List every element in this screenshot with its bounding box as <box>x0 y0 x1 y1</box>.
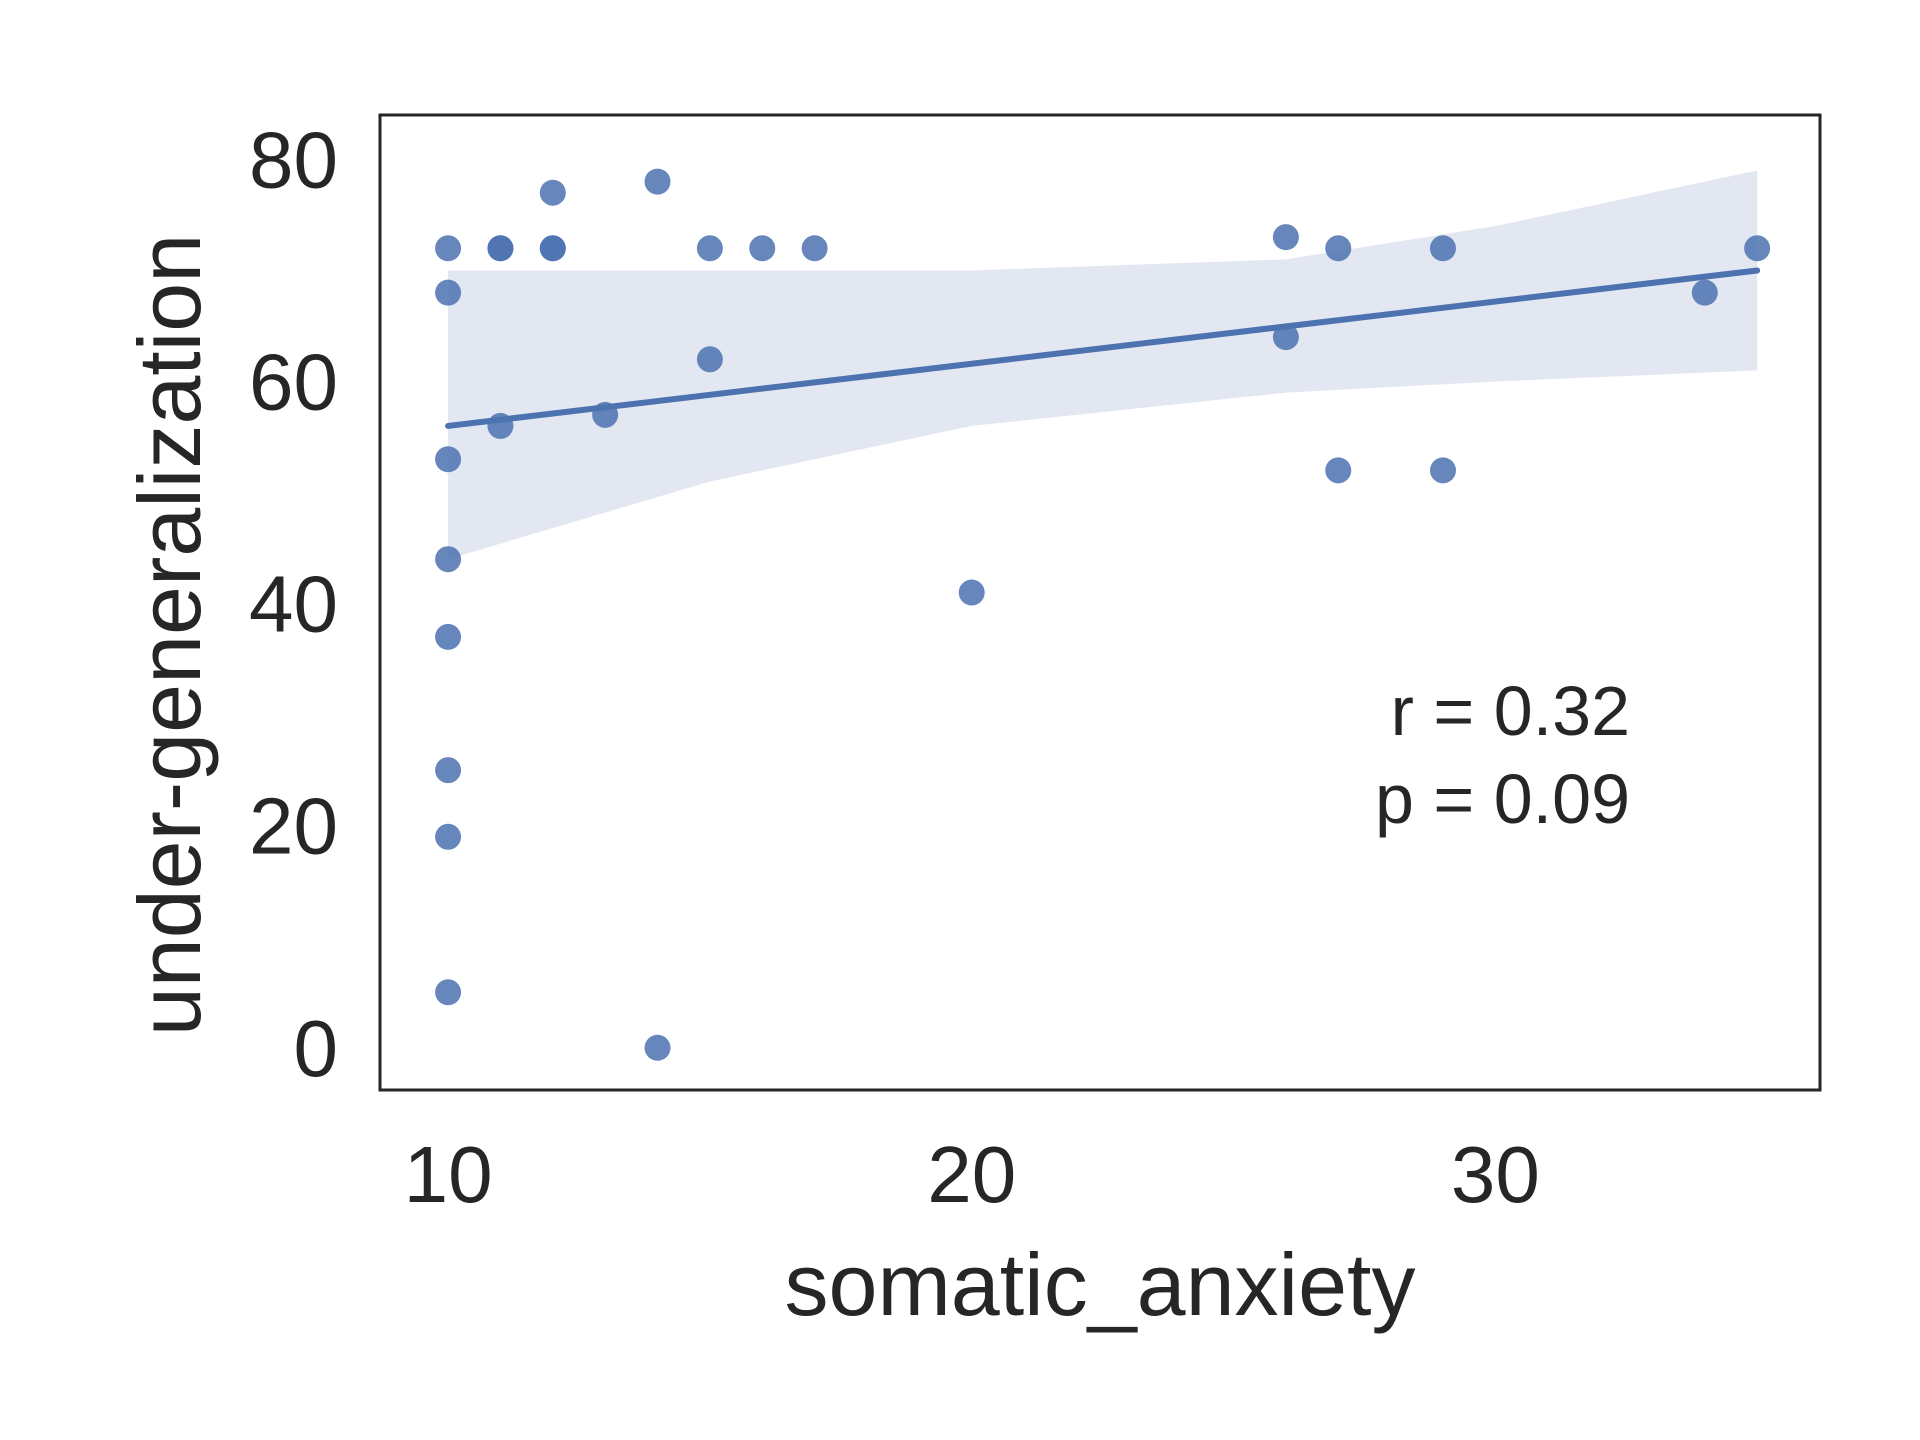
data-point <box>1429 235 1456 262</box>
data-point <box>539 179 566 206</box>
data-point <box>435 546 462 573</box>
y-tick-label: 20 <box>249 782 338 871</box>
axes-frame <box>378 113 1822 1092</box>
data-point <box>1429 457 1456 484</box>
regression-line <box>445 267 1761 429</box>
y-axis-label: under-generalization <box>120 234 219 1036</box>
data-point <box>1744 235 1771 262</box>
data-point <box>435 446 462 473</box>
x-tick-labels: 10 20 30 <box>404 1130 1540 1219</box>
data-point <box>801 235 828 262</box>
data-point <box>958 579 985 606</box>
data-point <box>696 235 723 262</box>
data-point <box>487 412 514 439</box>
data-point <box>749 235 776 262</box>
correlation-p-text: p = 0.09 <box>1375 760 1630 838</box>
data-point <box>592 401 619 428</box>
plot-area <box>435 168 1771 1061</box>
data-point <box>1325 235 1352 262</box>
data-point <box>435 823 462 850</box>
data-point <box>539 235 566 262</box>
x-tick-label: 30 <box>1451 1130 1540 1219</box>
y-tick-label: 60 <box>249 338 338 427</box>
y-tick-label: 80 <box>249 115 338 204</box>
x-tick-label: 20 <box>927 1130 1016 1219</box>
data-point <box>1272 324 1299 351</box>
data-point <box>696 346 723 373</box>
correlation-r-text: r = 0.32 <box>1391 672 1630 750</box>
confidence-band <box>448 170 1758 560</box>
y-tick-label: 0 <box>294 1004 339 1093</box>
data-point <box>435 979 462 1006</box>
data-point <box>435 279 462 306</box>
x-tick-label: 10 <box>404 1130 493 1219</box>
data-point <box>1272 224 1299 251</box>
y-tick-labels: 0 20 40 60 80 <box>249 115 338 1092</box>
data-point <box>487 235 514 262</box>
x-axis-label: somatic_anxiety <box>785 1235 1416 1334</box>
data-point <box>435 623 462 650</box>
data-point <box>1691 279 1718 306</box>
data-points <box>435 168 1771 1061</box>
data-point <box>644 1034 671 1061</box>
data-point <box>435 757 462 784</box>
data-point <box>435 235 462 262</box>
data-point <box>1325 457 1352 484</box>
data-point <box>644 168 671 195</box>
y-tick-label: 40 <box>249 560 338 649</box>
